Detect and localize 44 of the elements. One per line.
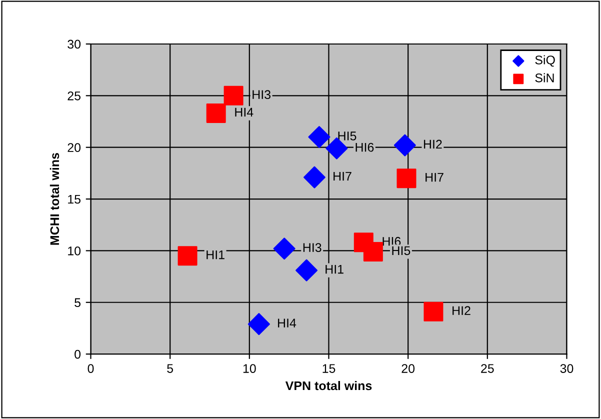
y-tick-label: 15 xyxy=(68,194,81,204)
annotation: HI4 xyxy=(278,318,296,328)
annotation: HI4 xyxy=(235,108,254,116)
x-tick-label: 15 xyxy=(322,364,336,373)
annotation: HI6 xyxy=(356,142,374,152)
legend-label: SiN xyxy=(535,73,554,82)
point xyxy=(308,126,330,148)
annotation: HI3 xyxy=(252,90,271,100)
point xyxy=(363,242,383,262)
y-tick-label: 30 xyxy=(68,40,81,49)
x-axis-title: VPN total wins xyxy=(285,380,372,390)
annotation: HI5 xyxy=(392,246,410,256)
y-tick-label: 5 xyxy=(74,298,81,308)
point xyxy=(303,166,326,188)
annotation: HI6 xyxy=(382,236,401,246)
point xyxy=(273,238,296,260)
y-tick-label: 25 xyxy=(68,91,81,100)
annotation: HI2 xyxy=(452,306,470,315)
annotation: HI3 xyxy=(303,243,322,252)
point xyxy=(424,302,444,322)
point xyxy=(396,168,416,188)
point xyxy=(296,259,318,282)
annotation: HI2 xyxy=(424,140,442,149)
point xyxy=(178,246,198,266)
y-tick-label: 0 xyxy=(74,350,81,359)
x-tick-label: 10 xyxy=(243,364,256,373)
y-axis-title: MCHI total wins xyxy=(50,153,60,245)
y-tick-label: 10 xyxy=(68,246,81,256)
point xyxy=(394,134,416,156)
x-tick-label: 30 xyxy=(560,364,574,373)
annotation: HI1 xyxy=(206,250,224,260)
x-tick-label: 5 xyxy=(167,364,174,373)
x-tick-label: 0 xyxy=(88,364,94,373)
x-tick-label: 25 xyxy=(481,364,494,373)
point xyxy=(248,313,270,336)
annotation: HI5 xyxy=(338,132,356,140)
point xyxy=(206,103,226,123)
legend-label: SiQ xyxy=(535,55,555,67)
x-tick-label: 20 xyxy=(402,364,415,373)
annotation: HI7 xyxy=(426,172,444,182)
y-tick-label: 20 xyxy=(68,143,81,152)
point xyxy=(224,86,244,106)
annotation: HI7 xyxy=(334,172,352,181)
annotation: HI1 xyxy=(326,264,344,274)
